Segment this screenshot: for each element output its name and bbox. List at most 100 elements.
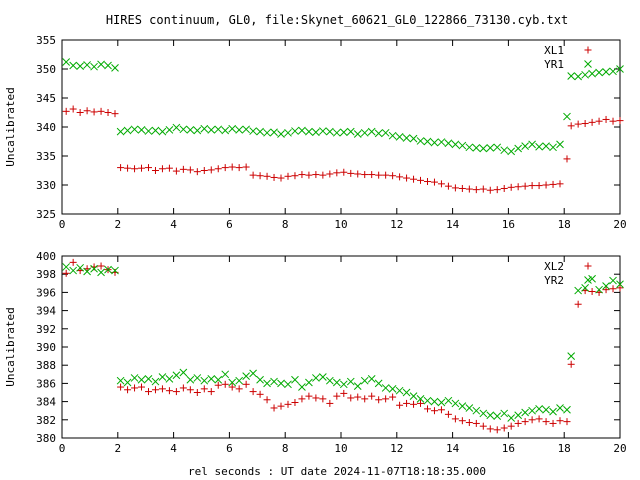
data-point-yr1 [284,128,292,137]
data-point-yr2 [69,266,78,275]
data-point-yr2 [616,280,624,289]
data-point-xl1 [347,169,355,177]
data-point-xl1 [97,107,105,115]
y-axis-label: Uncalibrated [4,307,17,386]
data-point-yr2 [542,405,550,414]
data-point-xl2 [249,388,257,396]
data-point-yr2 [165,374,174,383]
data-point-yr1 [430,138,439,147]
data-point-yr1 [69,61,78,70]
data-point-xl2 [144,388,152,396]
data-point-xl2 [493,426,501,434]
data-point-xl1 [382,171,390,179]
data-point-xl1 [305,171,313,179]
data-point-xl2 [242,380,250,388]
data-point-yr2 [235,376,244,385]
data-point-xl2 [207,388,215,396]
data-point-xl1 [186,166,194,174]
data-point-yr1 [214,125,223,134]
data-point-xl2 [97,262,105,270]
data-point-yr1 [507,147,516,156]
data-point-yr2 [305,378,313,387]
data-point-yr2 [172,371,181,380]
data-point-yr2 [83,267,91,276]
x-tick-label: 10 [334,442,347,455]
data-point-xl1 [179,165,187,173]
data-point-xl1 [165,164,173,172]
data-point-yr2 [374,379,383,388]
data-point-xl1 [193,168,201,176]
data-point-xl2 [382,395,390,403]
data-point-xl1 [83,107,91,115]
data-point-xl2 [158,385,166,393]
data-point-xl1 [319,171,327,179]
data-point-yr1 [444,139,453,148]
data-point-yr1 [130,125,139,134]
data-point-yr2 [332,378,341,387]
y-tick-label: 345 [36,92,56,105]
data-point-xl2 [256,390,264,398]
plot-frame [61,255,621,439]
x-tick-label: 4 [170,442,177,455]
data-point-yr1 [263,128,271,137]
data-point-yr2 [360,376,369,385]
data-point-xl1 [354,170,362,178]
data-point-yr2 [514,411,523,420]
data-point-xl1 [507,183,515,191]
data-point-yr1 [367,127,376,136]
data-point-xl1 [235,164,243,172]
data-point-yr1 [556,140,564,149]
data-point-yr2 [479,409,488,418]
data-point-xl2 [472,419,480,427]
data-point-xl1 [563,155,571,163]
data-point-yr1 [437,138,446,146]
data-point-xl1 [284,172,292,180]
data-point-yr2 [186,375,195,384]
x-tick-label: 4 [170,218,177,231]
y-tick-label: 396 [36,286,56,299]
data-point-xl1 [207,166,215,174]
data-point-yr1 [325,127,334,136]
y-tick-label: 398 [36,268,56,281]
data-point-yr2 [207,374,216,383]
x-tick-label: 20 [613,442,626,455]
data-point-yr2 [388,385,397,393]
data-point-xl1 [256,172,264,180]
data-point-yr2 [277,379,285,388]
data-point-yr1 [235,126,244,134]
data-point-xl1 [228,163,236,171]
data-point-yr1 [83,61,91,69]
data-point-yr2 [263,379,271,388]
data-point-yr2 [284,380,292,389]
data-point-yr2 [595,285,603,294]
y-tick-label: 388 [36,359,56,372]
data-point-yr1 [514,144,523,153]
data-point-xl1 [138,164,146,172]
data-point-yr1 [97,60,105,69]
x-tick-label: 8 [282,442,289,455]
data-point-xl2 [458,417,466,425]
data-point-xl2 [514,419,522,427]
data-point-xl2 [574,300,582,308]
data-point-xl1 [131,165,139,173]
data-point-xl2 [172,388,180,396]
data-point-xl2 [444,410,452,418]
data-point-xl2 [389,393,397,401]
data-point-yr1 [172,123,181,132]
data-point-xl2 [138,383,146,391]
data-point-yr2 [151,377,160,386]
data-point-xl1 [333,169,341,177]
bottom-panel: 380 382 384 386 388 390 392 394 396 398 400 0 2 4 6 8 10… [4,250,627,455]
data-point-yr1 [423,137,432,146]
data-point-yr2 [567,352,576,360]
data-point-yr2 [325,376,334,385]
data-point-yr2 [144,374,153,383]
data-point-yr2 [312,374,320,382]
data-point-xl1 [609,117,617,125]
data-point-yr1 [588,69,596,78]
data-point-xl2 [423,405,431,413]
data-point-yr2 [609,276,617,285]
data-point-yr1 [395,133,404,141]
data-point-yr2 [423,396,432,405]
data-point-yr2 [137,375,146,384]
